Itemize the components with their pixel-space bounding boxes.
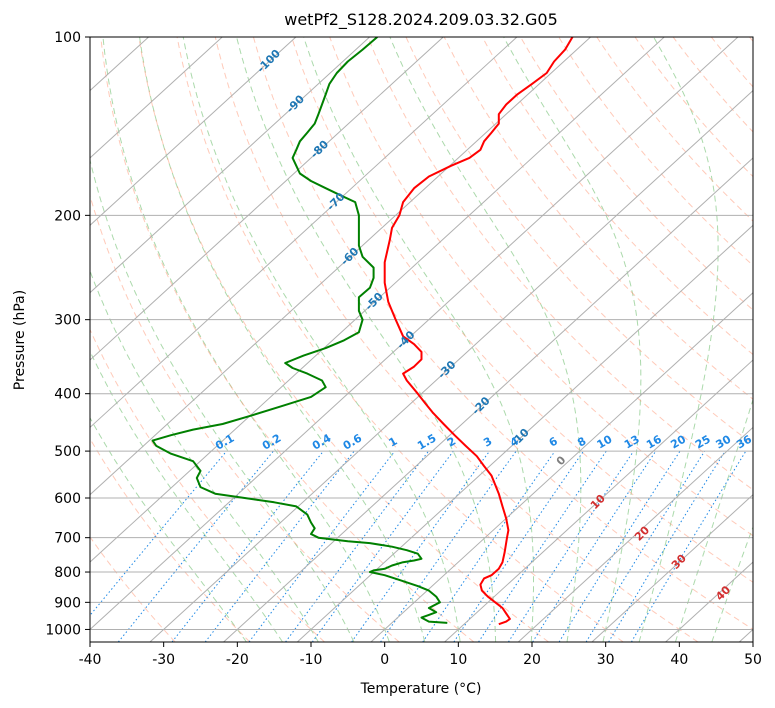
profiles bbox=[151, 37, 574, 626]
x-axis-ticks: -40 -30 -20 -10 0 10 20 30 40 50 bbox=[79, 642, 762, 668]
moist-adiabat bbox=[90, 157, 355, 642]
x-tick-label: -10 bbox=[300, 652, 323, 668]
y-tick-label: 600 bbox=[54, 491, 81, 507]
x-tick-label: 20 bbox=[523, 652, 541, 668]
moist-adiabat bbox=[139, 37, 426, 642]
moist-adiabat bbox=[303, 37, 534, 642]
x-tick-label: -40 bbox=[79, 652, 102, 668]
mixing-ratio-lines bbox=[90, 450, 747, 642]
plot-area: 0.1 0.2 0.4 0.6 1 1.5 2 3 4 6 8 10 13 16 20 25 30 36-100-… bbox=[90, 37, 754, 642]
dry-adiabat bbox=[90, 437, 251, 642]
dry-adiabat bbox=[558, 37, 753, 267]
y-tick-label: 400 bbox=[54, 387, 81, 403]
isotherm-line bbox=[444, 359, 753, 642]
moist-adiabat bbox=[102, 37, 390, 642]
x-tick-label: 0 bbox=[380, 652, 389, 668]
dry-adiabat bbox=[90, 194, 400, 642]
isobar-grid bbox=[90, 37, 753, 630]
dry-adiabat bbox=[329, 37, 753, 537]
x-tick-label: 30 bbox=[597, 652, 615, 668]
mixing-ratio-line bbox=[532, 450, 657, 642]
dry-adiabat bbox=[90, 536, 176, 642]
mixing-ratio-line bbox=[630, 450, 747, 642]
mixing-ratio-line bbox=[248, 450, 396, 642]
dry-adiabat bbox=[90, 328, 325, 642]
mixing-ratio-line bbox=[171, 450, 324, 642]
isotherm-line bbox=[149, 89, 753, 642]
moist-adiabat bbox=[711, 525, 753, 642]
mixing-ratio-line bbox=[90, 450, 227, 617]
mixing-ratio-line bbox=[608, 450, 726, 642]
isotherm-line bbox=[90, 37, 370, 294]
isotherm-line bbox=[517, 426, 753, 642]
x-tick-label: 40 bbox=[670, 652, 688, 668]
isotherm-line bbox=[591, 494, 753, 642]
moist-adiabat bbox=[674, 398, 753, 642]
dry-adiabat bbox=[252, 37, 753, 631]
moist-adiabat bbox=[182, 37, 461, 642]
dry-adiabat bbox=[291, 37, 753, 583]
y-axis-ticks: 100 200 300 400 500 600 700 800 900 1000 bbox=[45, 30, 90, 638]
y-tick-label: 500 bbox=[54, 444, 81, 460]
dry-adiabats bbox=[90, 37, 753, 642]
dry-adiabat bbox=[138, 37, 549, 642]
dry-adiabat bbox=[405, 37, 753, 445]
x-tick-label: 10 bbox=[449, 652, 467, 668]
dry-adiabat bbox=[367, 37, 753, 491]
isotherm-line bbox=[223, 157, 753, 642]
moist-adiabat bbox=[389, 37, 582, 642]
x-axis-title: Temperature (°C) bbox=[360, 681, 482, 697]
dry-adiabat bbox=[176, 37, 624, 642]
x-tick-label: 50 bbox=[744, 652, 762, 668]
mixing-ratio-line bbox=[453, 450, 585, 642]
isotherm-line bbox=[370, 291, 753, 642]
y-axis-title: Pressure (hPa) bbox=[12, 290, 28, 390]
mixing-ratio-line bbox=[585, 450, 706, 642]
moist-adiabat bbox=[90, 416, 247, 642]
y-tick-label: 700 bbox=[54, 531, 81, 547]
dry-adiabat bbox=[443, 37, 753, 400]
y-tick-label: 100 bbox=[54, 30, 81, 46]
mixing-ratio-line bbox=[117, 450, 274, 642]
dewpoint-profile bbox=[151, 37, 448, 624]
mixing-ratio-line bbox=[351, 450, 491, 642]
y-tick-label: 1000 bbox=[45, 622, 81, 638]
isotherm-line bbox=[90, 37, 591, 496]
isotherm-line bbox=[90, 37, 665, 563]
dry-adiabat bbox=[481, 37, 753, 356]
mixing-ratio-label: 36 bbox=[734, 432, 754, 451]
mixing-ratio-line bbox=[204, 450, 355, 642]
moist-adiabat bbox=[90, 350, 283, 642]
mixing-ratio-line bbox=[558, 450, 681, 642]
mixing-ratio-line bbox=[380, 450, 517, 642]
isotherm-line bbox=[296, 224, 753, 642]
chart-title: wetPf2_S128.2024.209.03.32.G05 bbox=[284, 10, 558, 30]
mixing-ratio-line bbox=[422, 450, 556, 642]
y-tick-label: 900 bbox=[54, 595, 81, 611]
moist-adiabat bbox=[638, 37, 719, 642]
plot-frame bbox=[89, 36, 754, 643]
y-tick-label: 800 bbox=[54, 565, 81, 581]
y-tick-label: 300 bbox=[54, 313, 81, 329]
x-tick-label: -30 bbox=[152, 652, 175, 668]
x-tick-label: -20 bbox=[226, 652, 249, 668]
isotherm-line bbox=[90, 37, 223, 159]
dry-adiabat bbox=[214, 37, 699, 642]
isotherm-line bbox=[90, 37, 518, 429]
temperature-profile bbox=[383, 37, 574, 626]
y-tick-label: 200 bbox=[54, 208, 81, 224]
isotherm-line bbox=[90, 37, 297, 226]
isotherm-line bbox=[90, 37, 444, 361]
